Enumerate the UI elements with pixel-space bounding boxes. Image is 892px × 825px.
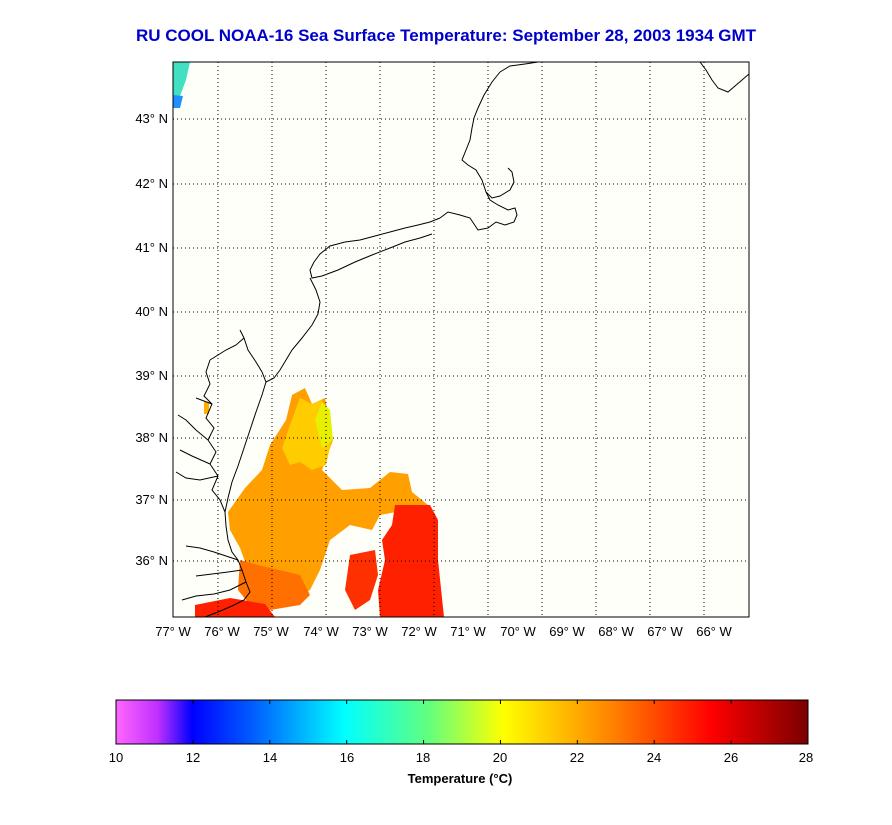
coastline <box>175 62 539 617</box>
map-title: RU COOL NOAA-16 Sea Surface Temperature:… <box>135 26 757 45</box>
lat-label: 43° N <box>135 111 168 126</box>
colorbar-tick-label: 18 <box>416 750 430 765</box>
sst-patch-orange-south <box>238 560 310 610</box>
coastline-delmarva <box>224 381 267 513</box>
colorbar-tick-label: 10 <box>109 750 123 765</box>
lat-label: 36° N <box>135 553 168 568</box>
coastline-virginia-nc <box>181 511 251 617</box>
colorbar: 10 12 14 16 18 20 22 24 26 28 Temperatur… <box>109 699 813 786</box>
colorbar-tick-label: 26 <box>724 750 738 765</box>
sst-patch-ne-blue <box>173 62 190 105</box>
coastline-chesapeake <box>175 359 226 513</box>
coastline-nj <box>265 277 321 383</box>
lat-label: 39° N <box>135 368 168 383</box>
sst-patch-red-east <box>378 505 444 617</box>
colorbar-tick-label: 24 <box>647 750 661 765</box>
sst-patch-red-sw <box>195 598 275 617</box>
lon-label: 77° W <box>155 624 191 639</box>
colorbar-tick-label: 14 <box>263 750 277 765</box>
sst-patch-chesapeake <box>204 402 209 414</box>
lat-label: 40° N <box>135 304 168 319</box>
lon-axis: 77° W 76° W 75° W 74° W 73° W 72° W 71° … <box>155 624 732 639</box>
lat-label: 41° N <box>135 240 168 255</box>
coastline-delaware-bay <box>209 329 267 383</box>
lon-label: 68° W <box>598 624 634 639</box>
colorbar-tick-label: 22 <box>570 750 584 765</box>
colorbar-ticks <box>115 700 809 744</box>
lon-label: 73° W <box>352 624 388 639</box>
lon-label: 69° W <box>549 624 585 639</box>
lat-label: 38° N <box>135 430 168 445</box>
coastline-nova-scotia <box>699 62 749 93</box>
graticule <box>173 62 749 617</box>
colorbar-tick-label: 28 <box>799 750 813 765</box>
colorbar-gradient <box>115 699 809 745</box>
lat-label: 42° N <box>135 176 168 191</box>
sst-field <box>173 62 444 617</box>
sst-patch-red-mid <box>345 550 378 610</box>
map-frame <box>172 61 750 618</box>
lon-label: 74° W <box>303 624 339 639</box>
coastline-ri-ct-ny <box>309 217 441 279</box>
lon-label: 71° W <box>450 624 486 639</box>
lon-label: 70° W <box>500 624 536 639</box>
sst-patch-ne-cyan <box>173 95 183 108</box>
lon-label: 72° W <box>401 624 437 639</box>
colorbar-tick-label: 20 <box>493 750 507 765</box>
lon-label: 75° W <box>253 624 289 639</box>
lon-label: 76° W <box>204 624 240 639</box>
colorbar-tick-label: 16 <box>340 750 354 765</box>
coastline-maine-nh-ma <box>439 62 539 231</box>
lon-label: 66° W <box>696 624 732 639</box>
colorbar-title: Temperature (°C) <box>408 771 513 786</box>
sst-patch-yellow-light <box>315 402 333 448</box>
lat-axis: 43° N 42° N 41° N 40° N 39° N 38° N 37° … <box>135 111 168 568</box>
colorbar-tick-label: 12 <box>186 750 200 765</box>
sst-patch-orange <box>228 388 430 605</box>
lon-label: 67° W <box>647 624 683 639</box>
lat-label: 37° N <box>135 492 168 507</box>
